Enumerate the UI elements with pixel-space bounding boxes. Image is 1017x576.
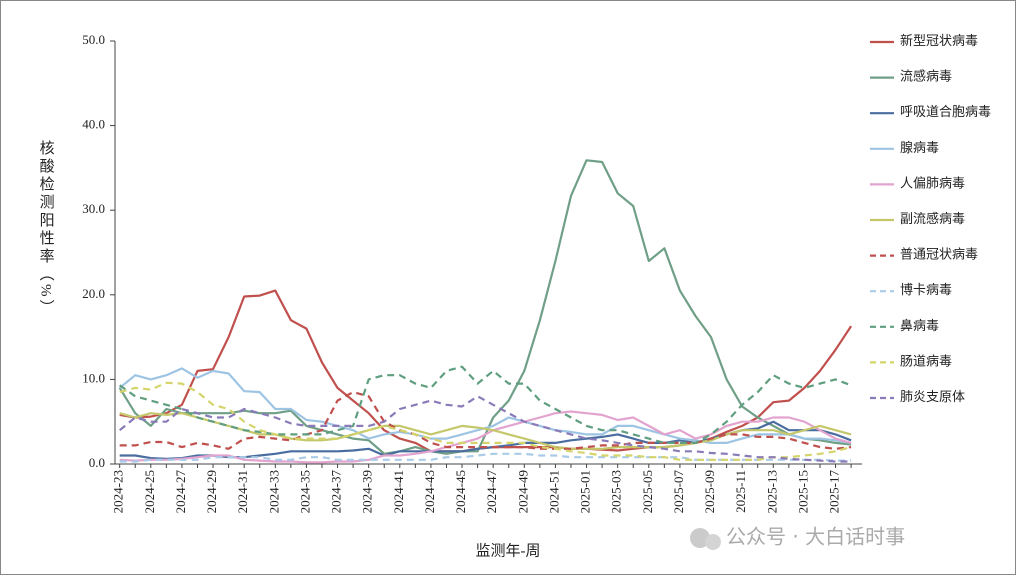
x-tick-label: 2025-13 [764, 470, 779, 513]
legend-label: 呼吸道合胞病毒 [900, 104, 991, 119]
x-tick-label: 2024-27 [173, 470, 188, 514]
x-tick-label: 2024-25 [142, 470, 157, 513]
x-tick-label: 2024-31 [235, 470, 250, 513]
y-axis-title: 核酸检测阳性率（%） [38, 140, 55, 318]
x-tick-label: 2024-47 [484, 470, 499, 514]
legend-label: 普通冠状病毒 [900, 247, 978, 262]
x-tick-label: 2025-03 [609, 470, 624, 513]
x-tick-label: 2024-23 [111, 470, 126, 513]
y-tick-label: 40.0 [82, 117, 105, 132]
x-tick-label: 2025-07 [671, 470, 686, 514]
x-tick-label: 2024-39 [360, 470, 375, 513]
x-tick-label: 2025-17 [827, 470, 842, 514]
legend-label: 肺炎支原体 [900, 389, 965, 404]
legend-label: 腺病毒 [900, 140, 939, 155]
legend-label: 鼻病毒 [900, 318, 939, 333]
x-tick-label: 2024-29 [204, 470, 219, 513]
series-line [119, 410, 852, 464]
series-line [119, 395, 852, 463]
watermark-icon [690, 528, 721, 550]
x-tick-label: 2024-51 [546, 470, 561, 513]
series-line [119, 381, 852, 461]
series-line [119, 412, 852, 450]
x-tick-label: 2025-09 [702, 470, 717, 513]
x-tick-label: 2024-45 [453, 470, 468, 513]
legend-label: 人偏肺病毒 [900, 175, 965, 190]
y-tick-label: 0.0 [89, 455, 105, 470]
legend-label: 新型冠状病毒 [900, 33, 978, 48]
series-line [119, 391, 852, 450]
watermark: 公众号 · 大白话时事 [726, 525, 905, 549]
x-tick-label: 2025-05 [640, 470, 655, 513]
x-tick-label: 2024-37 [329, 470, 344, 514]
x-axis-title: 监测年-周 [476, 542, 541, 559]
y-tick-label: 10.0 [82, 370, 105, 385]
x-tick-label: 2024-43 [422, 470, 437, 513]
x-tick-label: 2024-35 [297, 470, 312, 513]
legend-label: 副流感病毒 [900, 211, 965, 226]
legend-label: 流感病毒 [900, 69, 952, 84]
x-tick-label: 2024-33 [266, 470, 281, 513]
x-tick-label: 2025-15 [795, 470, 810, 513]
x-tick-label: 2025-01 [578, 470, 593, 513]
series-line [119, 452, 852, 463]
y-tick-label: 30.0 [82, 201, 105, 216]
x-tick-label: 2024-49 [515, 470, 530, 513]
legend-label: 博卡病毒 [900, 282, 952, 297]
x-tick-label: 2024-41 [391, 470, 406, 513]
y-tick-label: 20.0 [82, 286, 105, 301]
x-tick-label: 2025-11 [733, 470, 748, 513]
y-tick-label: 50.0 [82, 32, 105, 47]
legend-label: 肠道病毒 [900, 353, 952, 368]
